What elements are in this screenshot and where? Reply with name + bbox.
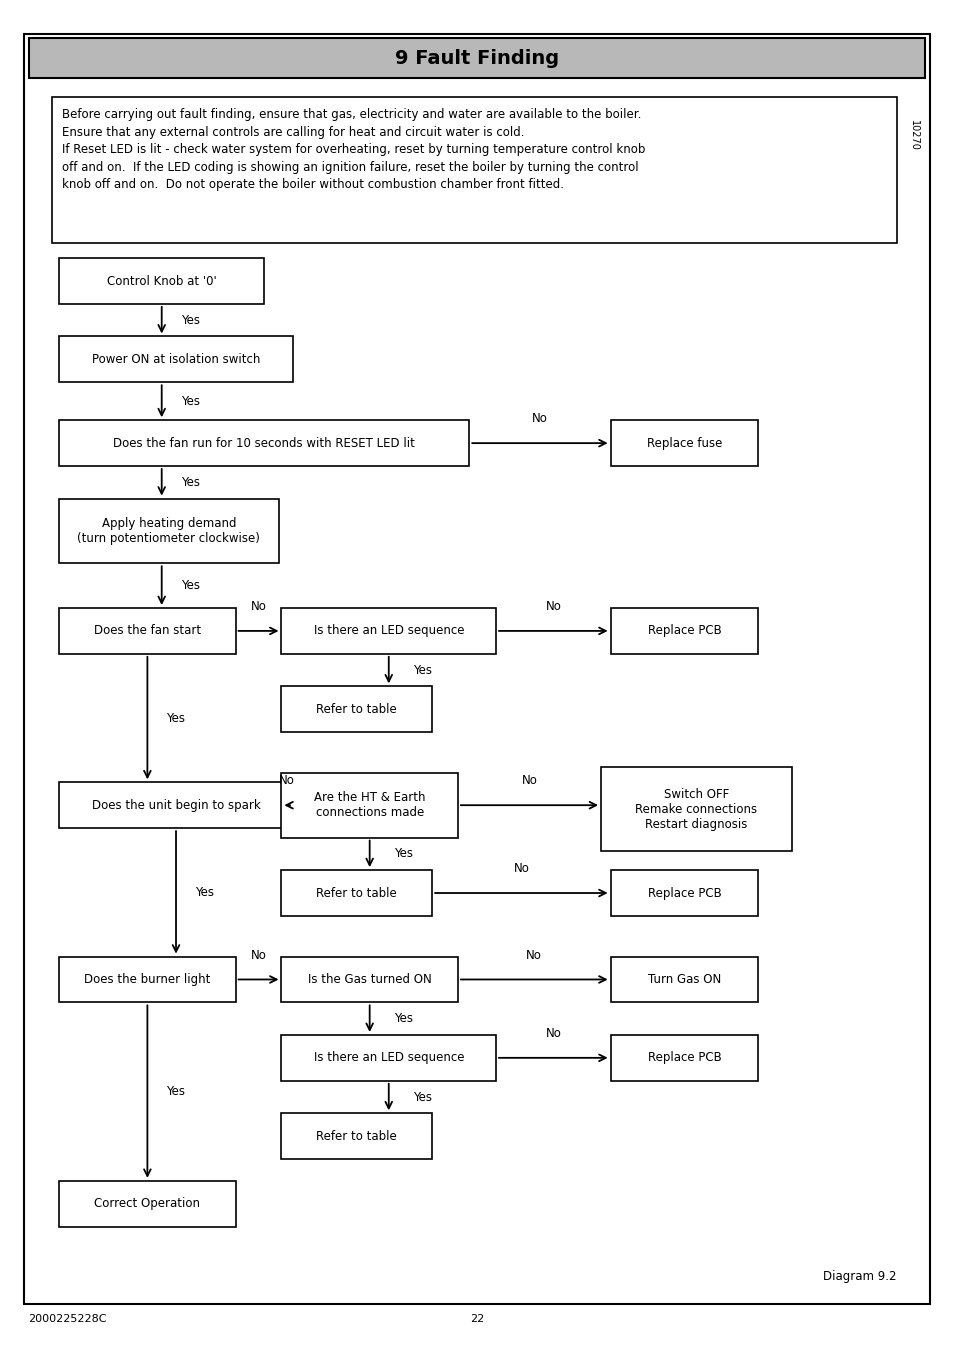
Bar bbox=[281, 686, 432, 732]
Bar bbox=[600, 767, 791, 851]
Bar bbox=[610, 1035, 758, 1081]
Text: Replace PCB: Replace PCB bbox=[647, 886, 720, 900]
Text: Yes: Yes bbox=[167, 712, 185, 724]
Text: No: No bbox=[526, 948, 541, 962]
Text: Does the fan run for 10 seconds with RESET LED lit: Does the fan run for 10 seconds with RES… bbox=[113, 436, 415, 450]
Text: Refer to table: Refer to table bbox=[316, 1129, 396, 1143]
Text: Refer to table: Refer to table bbox=[316, 703, 396, 716]
Text: Yes: Yes bbox=[413, 663, 431, 677]
Text: Correct Operation: Correct Operation bbox=[94, 1197, 200, 1210]
Text: No: No bbox=[545, 1027, 560, 1040]
Text: 10270: 10270 bbox=[908, 120, 918, 150]
Text: Yes: Yes bbox=[394, 1012, 412, 1025]
Bar bbox=[610, 608, 758, 654]
Bar bbox=[610, 870, 758, 916]
Text: Is there an LED sequence: Is there an LED sequence bbox=[314, 624, 463, 638]
Text: Yes: Yes bbox=[181, 476, 199, 489]
Text: Are the HT & Earth
connections made: Are the HT & Earth connections made bbox=[314, 792, 425, 819]
Bar bbox=[29, 38, 924, 78]
Bar bbox=[59, 1181, 235, 1227]
Text: Does the burner light: Does the burner light bbox=[84, 973, 211, 986]
Bar bbox=[610, 420, 758, 466]
Text: 9 Fault Finding: 9 Fault Finding bbox=[395, 49, 558, 68]
Bar bbox=[59, 957, 235, 1002]
Bar bbox=[281, 1113, 432, 1159]
Text: No: No bbox=[279, 774, 294, 788]
Text: Yes: Yes bbox=[413, 1090, 431, 1104]
Text: Yes: Yes bbox=[394, 847, 412, 861]
Text: No: No bbox=[251, 600, 266, 613]
Text: No: No bbox=[251, 948, 266, 962]
Text: Yes: Yes bbox=[181, 580, 199, 592]
Text: Yes: Yes bbox=[167, 1085, 185, 1098]
Text: 22: 22 bbox=[470, 1313, 483, 1324]
Text: Does the fan start: Does the fan start bbox=[93, 624, 201, 638]
Text: Replace PCB: Replace PCB bbox=[647, 624, 720, 638]
Text: Yes: Yes bbox=[181, 313, 199, 327]
Bar bbox=[610, 957, 758, 1002]
Bar bbox=[281, 870, 432, 916]
Bar bbox=[281, 957, 457, 1002]
Text: Apply heating demand
(turn potentiometer clockwise): Apply heating demand (turn potentiometer… bbox=[77, 517, 260, 544]
Text: No: No bbox=[513, 862, 529, 875]
Bar bbox=[281, 773, 457, 838]
Bar bbox=[59, 782, 293, 828]
Text: Switch OFF
Remake connections
Restart diagnosis: Switch OFF Remake connections Restart di… bbox=[635, 788, 757, 831]
Bar bbox=[59, 420, 469, 466]
Bar bbox=[281, 608, 496, 654]
Bar bbox=[52, 97, 896, 243]
Text: No: No bbox=[521, 774, 537, 788]
Bar bbox=[59, 608, 235, 654]
Bar bbox=[281, 1035, 496, 1081]
Text: Before carrying out fault finding, ensure that gas, electricity and water are av: Before carrying out fault finding, ensur… bbox=[62, 108, 645, 190]
Text: Control Knob at '0': Control Knob at '0' bbox=[107, 274, 216, 288]
Text: Replace PCB: Replace PCB bbox=[647, 1051, 720, 1065]
Text: Does the unit begin to spark: Does the unit begin to spark bbox=[91, 798, 260, 812]
Text: No: No bbox=[532, 412, 547, 426]
Text: Replace fuse: Replace fuse bbox=[646, 436, 721, 450]
Text: Turn Gas ON: Turn Gas ON bbox=[647, 973, 720, 986]
Text: Yes: Yes bbox=[195, 886, 213, 898]
Text: Yes: Yes bbox=[181, 394, 199, 408]
Text: Refer to table: Refer to table bbox=[316, 886, 396, 900]
Text: Power ON at isolation switch: Power ON at isolation switch bbox=[91, 353, 260, 366]
Bar bbox=[59, 499, 278, 563]
Text: Is the Gas turned ON: Is the Gas turned ON bbox=[308, 973, 431, 986]
Text: Is there an LED sequence: Is there an LED sequence bbox=[314, 1051, 463, 1065]
Bar bbox=[59, 258, 264, 304]
Text: 2000225228C: 2000225228C bbox=[29, 1313, 107, 1324]
Bar bbox=[59, 336, 293, 382]
Text: No: No bbox=[545, 600, 560, 613]
Text: Diagram 9.2: Diagram 9.2 bbox=[822, 1270, 896, 1283]
